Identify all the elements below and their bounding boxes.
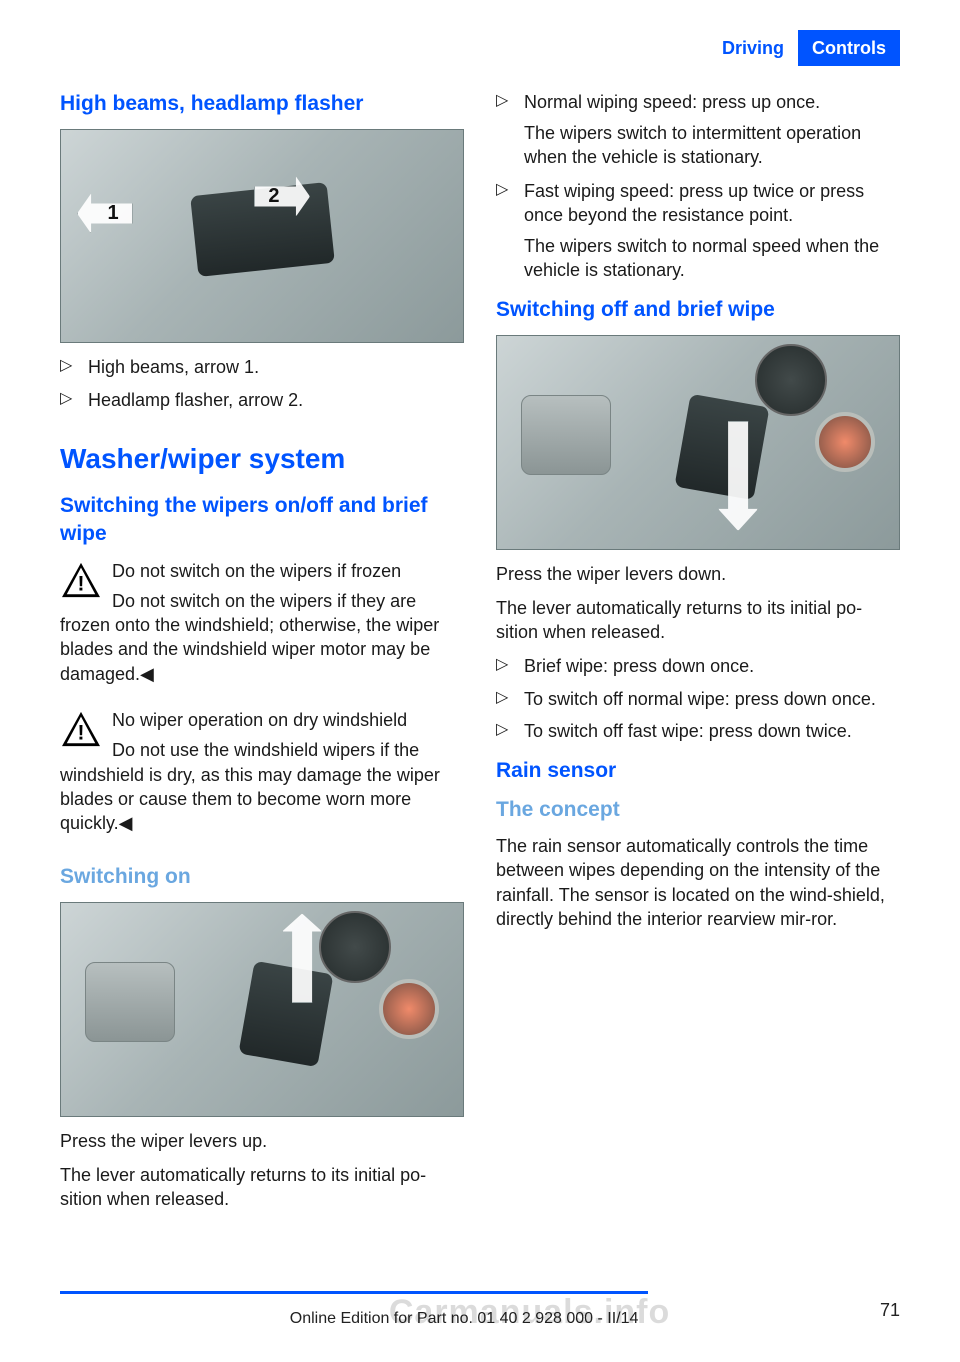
wiper-lever-graphic	[674, 393, 769, 499]
page-number: 71	[880, 1298, 900, 1322]
heading-rain-sensor: Rain sensor	[496, 757, 900, 785]
body-text: The lever automatically returns to its i…	[60, 1163, 464, 1212]
list-item: To switch off normal wipe: press down on…	[496, 687, 900, 711]
list-switch-off: Brief wipe: press down once. To switch o…	[496, 654, 900, 743]
warning-dry: ! No wiper operation on dry windshield D…	[60, 708, 464, 845]
body-text: The rain sensor automatically controls t…	[496, 834, 900, 931]
body-text: Press the wiper levers up.	[60, 1129, 464, 1153]
figure-wiper-up	[60, 902, 464, 1117]
warning-title: Do not switch on the wipers if frozen	[112, 561, 401, 581]
start-stop-button-graphic	[815, 412, 875, 472]
start-stop-button-graphic	[379, 979, 439, 1039]
list-item: Normal wiping speed: press up once. The …	[496, 90, 900, 169]
list-item: Brief wipe: press down once.	[496, 654, 900, 678]
left-column: High beams, headlamp flasher 1 2 High be…	[60, 90, 464, 1221]
tab-controls: Controls	[798, 30, 900, 66]
warning-body: Do not use the windshield wipers if the …	[60, 738, 464, 835]
arrow-label-1: 1	[77, 193, 133, 233]
warning-icon: !	[60, 561, 102, 599]
heading-high-beams: High beams, headlamp flasher	[60, 90, 464, 118]
list-item-main: Fast wiping speed: press up twice or pre…	[524, 181, 864, 225]
body-text: The lever automatically returns to its i…	[496, 596, 900, 645]
list-item: Headlamp flasher, arrow 2.	[60, 388, 464, 412]
heading-the-concept: The concept	[496, 796, 900, 824]
warning-body: Do not switch on the wipers if they are …	[60, 589, 464, 686]
heading-switching-onoff: Switching the wipers on/off and brief wi…	[60, 492, 464, 549]
header-tabs: Driving Controls	[60, 30, 900, 66]
footer-rule	[60, 1291, 900, 1294]
list-item: High beams, arrow 1.	[60, 355, 464, 379]
svg-text:!: !	[78, 572, 85, 595]
warning-frozen: ! Do not switch on the wipers if frozen …	[60, 559, 464, 696]
tab-driving: Driving	[708, 30, 798, 66]
page-footer: 71	[60, 1291, 900, 1322]
body-text: Press the wiper levers down.	[496, 562, 900, 586]
gauge-graphic	[755, 344, 827, 416]
list-item-main: Normal wiping speed: press up once.	[524, 92, 820, 112]
figure-headlamp-lever: 1 2	[60, 129, 464, 344]
steering-buttons-graphic	[85, 962, 175, 1042]
svg-text:!: !	[78, 721, 85, 744]
heading-switching-off: Switching off and brief wipe	[496, 296, 900, 324]
list-item: Fast wiping speed: press up twice or pre…	[496, 179, 900, 282]
figure-wiper-down	[496, 335, 900, 550]
list-item-sub: The wipers switch to intermittent operat…	[524, 121, 900, 170]
steering-buttons-graphic	[521, 395, 611, 475]
heading-washer-wiper: Washer/wiper system	[60, 440, 464, 478]
heading-switching-on: Switching on	[60, 863, 464, 891]
list-wipe-speeds: Normal wiping speed: press up once. The …	[496, 90, 900, 282]
warning-icon: !	[60, 710, 102, 748]
list-item: To switch off fast wipe: press down twic…	[496, 719, 900, 743]
list-item-sub: The wipers switch to normal speed when t…	[524, 234, 900, 283]
right-column: Normal wiping speed: press up once. The …	[496, 90, 900, 1221]
gauge-graphic	[319, 911, 391, 983]
warning-title: No wiper operation on dry windshield	[112, 710, 407, 730]
wiper-lever-graphic	[238, 960, 333, 1066]
list-high-beams: High beams, arrow 1. Headlamp flasher, a…	[60, 355, 464, 412]
